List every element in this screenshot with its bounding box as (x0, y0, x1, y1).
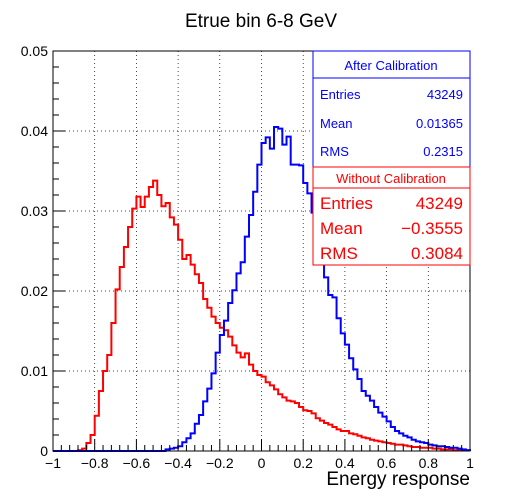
x-tick-label: −0.4 (164, 455, 192, 471)
chart-title: Etrue bin 6-8 GeV (185, 11, 337, 32)
x-axis-label: Energy response (326, 469, 470, 490)
stats-after-rms-label: RMS (320, 144, 349, 159)
stats-without-mean-label: Mean (320, 219, 363, 238)
stats-after-entries-label: Entries (320, 87, 361, 102)
stats-after-rms-value: 0.2315 (423, 144, 463, 159)
stats-without-entries-value: 43249 (416, 194, 463, 213)
y-tick-label: 0.04 (21, 123, 48, 139)
stats-without-entries-label: Entries (320, 194, 373, 213)
y-tick-label: 0.01 (21, 363, 48, 379)
x-tick-label: 0 (258, 455, 266, 471)
x-tick-label: −0.8 (81, 455, 109, 471)
stats-box-after: After Calibration Entries 43249 Mean 0.0… (313, 51, 470, 170)
x-tick-label: −0.2 (206, 455, 234, 471)
stats-box-after-title: After Calibration (344, 58, 437, 73)
x-tick-label: −0.6 (123, 455, 151, 471)
stats-box-without-title: Without Calibration (336, 171, 446, 186)
stats-after-mean-label: Mean (320, 116, 353, 131)
x-tick-label: 0.2 (293, 455, 313, 471)
y-tick-label: 0.03 (21, 203, 48, 219)
y-tick-label: 0.05 (21, 43, 48, 59)
stats-without-mean-value: −0.3555 (401, 219, 463, 238)
stats-after-entries-value: 43249 (427, 87, 463, 102)
stats-without-rms-label: RMS (320, 244, 358, 263)
stats-after-mean-value: 0.01365 (416, 116, 463, 131)
stats-without-rms-value: 0.3084 (411, 244, 463, 263)
y-tick-label: 0.02 (21, 283, 48, 299)
y-tick-label: 0 (40, 443, 48, 459)
stats-box-without: Without Calibration Entries 43249 Mean −… (313, 167, 470, 265)
